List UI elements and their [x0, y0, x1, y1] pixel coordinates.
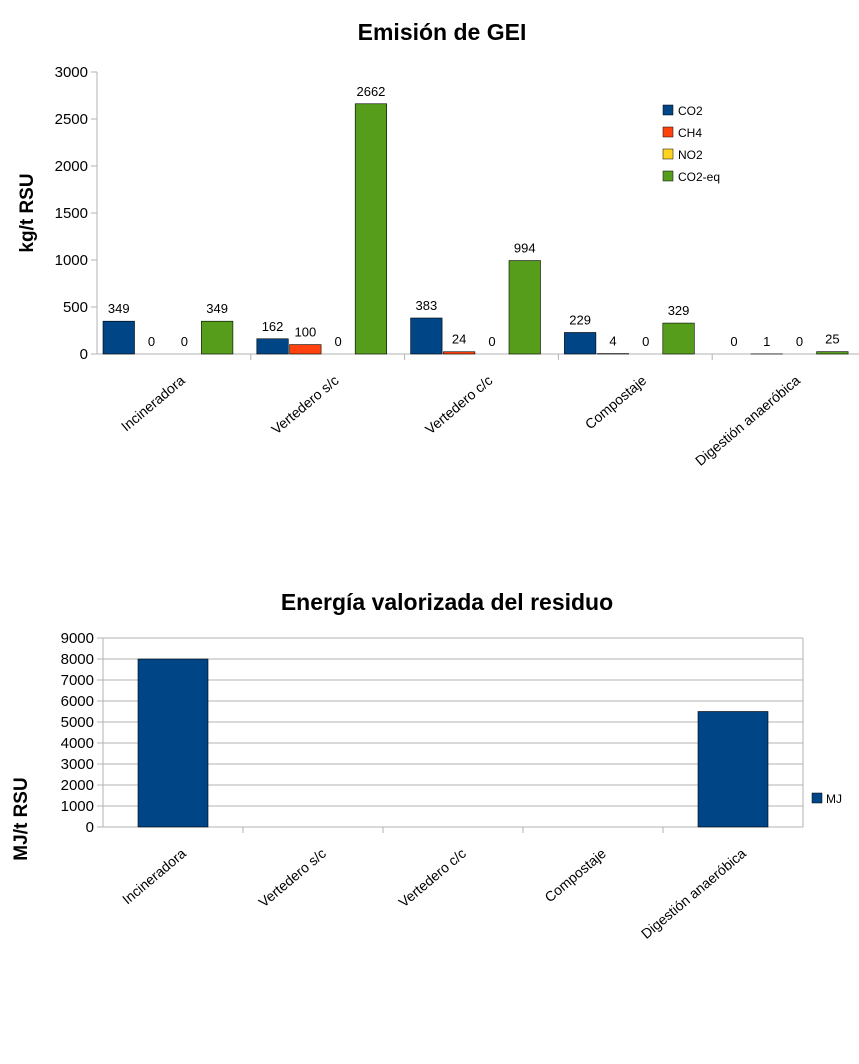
- y-tick-label: 4000: [61, 735, 94, 752]
- bar-ch4: [289, 344, 322, 355]
- energy-chart: Energía valorizada del residuo MJ/t RSU …: [11, 589, 842, 942]
- y-tick-label: 1000: [55, 252, 88, 269]
- y-tick-label: 500: [63, 299, 88, 316]
- legend-swatch: [662, 170, 674, 182]
- legend-label: CO2: [678, 104, 703, 118]
- bar-co2-eq: [201, 320, 234, 355]
- data-label: 349: [108, 301, 130, 316]
- legend-label: MJ: [826, 792, 842, 806]
- data-label: 24: [452, 332, 466, 347]
- y-tick-label: 5000: [61, 714, 94, 731]
- plot-area: 050010001500200025003000Incineradora3490…: [55, 64, 859, 469]
- y-tick-label: 3000: [55, 64, 88, 81]
- y-tick-label: 7000: [61, 672, 94, 689]
- legend-label: CH4: [678, 126, 702, 140]
- x-tick-label: Incineradora: [119, 845, 189, 907]
- y-tick-label: 9000: [61, 630, 94, 647]
- y-tick-label: 1500: [55, 205, 88, 222]
- y-tick-label: 6000: [61, 693, 94, 710]
- bar-co2: [256, 338, 289, 355]
- bar-co2-eq: [508, 260, 541, 355]
- data-label: 0: [181, 334, 188, 349]
- data-label: 994: [514, 241, 536, 256]
- y-tick-label: 3000: [61, 756, 94, 773]
- data-label: 4: [609, 334, 616, 349]
- y-tick-label: 2500: [55, 111, 88, 128]
- x-tick-label: Incineradora: [118, 372, 188, 434]
- legend-label: NO2: [678, 148, 703, 162]
- legend-swatch: [811, 792, 823, 804]
- plot-area: 0 1000 2000 3000 4000 5000 6000 7000 8000 9000 Inc…: [61, 630, 842, 942]
- x-tick-label: Compostaje: [582, 372, 650, 432]
- bar-mj: [697, 711, 769, 828]
- data-label: 0: [488, 334, 495, 349]
- data-label: 0: [335, 334, 342, 349]
- data-label: 162: [262, 319, 284, 334]
- legend-label: CO2-eq: [678, 170, 720, 184]
- bar-co2: [102, 320, 135, 355]
- x-tick-label: Vertedero s/c: [255, 845, 328, 910]
- x-tick-label: Digestión anaeróbica: [692, 372, 803, 469]
- data-label: 0: [642, 334, 649, 349]
- y-tick-label: 8000: [61, 651, 94, 668]
- x-tick-label: Vertedero c/c: [422, 372, 495, 437]
- data-label: 0: [796, 334, 803, 349]
- data-label: 229: [569, 312, 591, 327]
- data-label: 329: [668, 303, 690, 318]
- chart-title: Emisión de GEI: [358, 19, 527, 45]
- x-tick-label: Digestión anaeróbica: [638, 845, 749, 942]
- bar-ch4: [443, 351, 476, 355]
- data-label: 383: [415, 298, 437, 313]
- data-label: 349: [206, 301, 228, 316]
- y-tick-label: 1000: [61, 798, 94, 815]
- bar-co2: [564, 332, 597, 355]
- y-tick-label: 0: [80, 346, 88, 363]
- data-label: 100: [294, 325, 316, 340]
- y-axis-label: MJ/t RSU: [11, 777, 32, 860]
- legend-swatch: [662, 126, 674, 138]
- emissions-chart: Emisión de GEI kg/t RSU 0500100015002000…: [17, 19, 859, 469]
- legend-swatch: [662, 148, 674, 160]
- bar-co2-eq: [662, 322, 695, 355]
- legend-swatch: [662, 104, 674, 116]
- bar-mj: [137, 658, 209, 828]
- data-label: 0: [148, 334, 155, 349]
- data-label: 25: [825, 332, 839, 347]
- chart-title: Energía valorizada del residuo: [281, 589, 613, 615]
- y-tick-label: 2000: [55, 158, 88, 175]
- x-tick-label: Vertedero s/c: [268, 372, 341, 437]
- data-label: 0: [730, 334, 737, 349]
- x-tick-label: Vertedero c/c: [395, 845, 468, 910]
- data-label: 2662: [356, 84, 385, 99]
- data-label: 1: [763, 334, 770, 349]
- x-tick-label: Compostaje: [541, 845, 609, 905]
- bar-co2: [410, 317, 443, 355]
- bar-co2-eq: [816, 351, 849, 355]
- bar-co2-eq: [354, 103, 388, 355]
- y-tick-label: 0: [86, 819, 94, 836]
- y-axis-label: kg/t RSU: [17, 173, 38, 252]
- y-tick-label: 2000: [61, 777, 94, 794]
